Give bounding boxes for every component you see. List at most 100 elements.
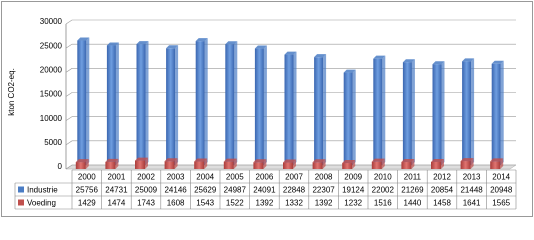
bar-top bbox=[166, 45, 179, 49]
y-tick-label: 30000 bbox=[40, 17, 63, 26]
bar-top bbox=[462, 58, 475, 62]
legend-swatch bbox=[18, 186, 24, 193]
bar-side bbox=[115, 158, 119, 169]
bar bbox=[401, 162, 412, 169]
bar-side bbox=[352, 69, 356, 165]
bar-side bbox=[441, 158, 444, 169]
bar-top bbox=[194, 158, 208, 162]
bar-side bbox=[471, 58, 475, 165]
bar bbox=[371, 161, 382, 169]
table-value: 1392 bbox=[315, 199, 333, 208]
table-value: 1516 bbox=[374, 199, 392, 208]
bar bbox=[283, 162, 293, 169]
bar-top bbox=[75, 159, 89, 163]
bar bbox=[77, 40, 87, 165]
bar-side bbox=[411, 159, 415, 169]
bar bbox=[75, 162, 86, 169]
x-tick-label: 2010 bbox=[374, 173, 392, 182]
bar-side bbox=[382, 55, 386, 166]
bar-side bbox=[323, 54, 327, 166]
table-value: 20948 bbox=[490, 186, 513, 195]
grid-line bbox=[65, 92, 516, 97]
bar-side bbox=[204, 158, 208, 169]
x-tick-label: 2009 bbox=[344, 173, 362, 182]
x-tick-label: 2007 bbox=[285, 173, 303, 182]
bar-top bbox=[431, 158, 444, 162]
bar-top bbox=[343, 69, 356, 73]
bar-top bbox=[225, 41, 238, 45]
table-value: 1392 bbox=[256, 199, 274, 208]
bar-side bbox=[145, 41, 149, 165]
x-tick-label: 2006 bbox=[256, 173, 274, 182]
x-tick-label: 2012 bbox=[433, 173, 451, 182]
bar-side bbox=[174, 158, 178, 169]
table-value: 22307 bbox=[312, 186, 335, 195]
bar-top bbox=[314, 54, 327, 58]
bar bbox=[314, 57, 324, 166]
table-value: 22848 bbox=[283, 186, 306, 195]
bar-top bbox=[490, 158, 504, 162]
grid-line bbox=[65, 19, 516, 25]
bar-side bbox=[411, 59, 415, 166]
bar-side bbox=[293, 51, 297, 165]
y-tick-label: 0 bbox=[58, 162, 63, 171]
bar bbox=[312, 162, 323, 169]
bar-side bbox=[263, 45, 267, 165]
y-tick-label: 20000 bbox=[40, 65, 63, 74]
table-value: 24731 bbox=[105, 186, 128, 195]
bar-top bbox=[77, 37, 90, 41]
x-tick-label: 2003 bbox=[167, 173, 185, 182]
table-value: 19124 bbox=[342, 186, 365, 195]
bar-top bbox=[312, 159, 326, 163]
y-tick-label: 25000 bbox=[40, 41, 63, 50]
legend-label: Voeding bbox=[27, 199, 56, 208]
bar-side bbox=[352, 160, 356, 169]
bar-side bbox=[441, 61, 445, 165]
x-tick-label: 2005 bbox=[226, 173, 244, 182]
table-value: 24146 bbox=[164, 186, 187, 195]
bar bbox=[136, 44, 146, 165]
x-tick-label: 2008 bbox=[315, 173, 333, 182]
table-value: 1440 bbox=[404, 199, 422, 208]
bar bbox=[402, 62, 412, 166]
table-value: 1543 bbox=[196, 199, 214, 208]
y-tick-label: 5000 bbox=[44, 138, 62, 147]
y-axis-title: kton CO2-eq. bbox=[7, 68, 16, 116]
table-value: 24091 bbox=[253, 186, 276, 195]
y-tick-label: 15000 bbox=[40, 90, 63, 99]
bar-top bbox=[136, 41, 149, 45]
bar bbox=[106, 45, 116, 165]
bar bbox=[225, 44, 235, 165]
table-value: 25009 bbox=[135, 186, 158, 195]
x-tick-label: 2011 bbox=[404, 173, 422, 182]
bar bbox=[254, 48, 264, 165]
bar bbox=[223, 161, 234, 169]
chart: kton CO2-eq. 0 5000 10000 15000 20000 25000 30… bbox=[1, 1, 533, 217]
bar-side bbox=[175, 45, 179, 165]
grid-line bbox=[65, 43, 516, 49]
bar bbox=[343, 72, 353, 165]
bar-top bbox=[284, 51, 297, 55]
bar bbox=[462, 61, 472, 165]
bar-top bbox=[164, 158, 178, 162]
bar bbox=[491, 63, 501, 165]
bar bbox=[432, 64, 442, 165]
table-value: 1429 bbox=[78, 199, 96, 208]
bar-top bbox=[371, 158, 385, 162]
grid-line bbox=[65, 68, 516, 73]
table-value: 1565 bbox=[492, 199, 510, 208]
bar bbox=[490, 161, 501, 169]
bar bbox=[460, 161, 471, 169]
legend-swatch bbox=[18, 199, 24, 206]
bar-top bbox=[223, 158, 237, 162]
x-tick-label: 2002 bbox=[137, 173, 155, 182]
grid-line bbox=[65, 140, 516, 146]
bar bbox=[253, 162, 264, 169]
table-value: 25629 bbox=[194, 186, 217, 195]
bar-side bbox=[293, 159, 296, 169]
table-value: 1522 bbox=[226, 199, 244, 208]
table-value: 1458 bbox=[433, 199, 451, 208]
bar-top bbox=[135, 157, 148, 161]
grid-line bbox=[65, 116, 516, 121]
x-tick-label: 2000 bbox=[78, 173, 96, 182]
